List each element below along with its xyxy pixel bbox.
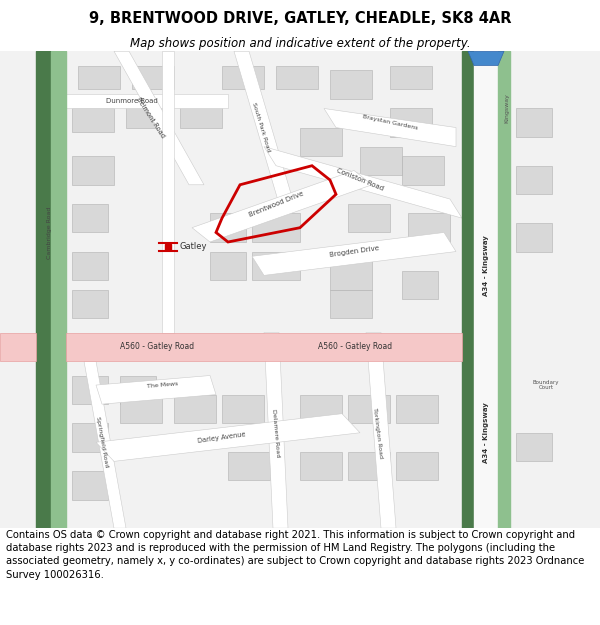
Polygon shape [210,213,246,242]
Polygon shape [72,376,108,404]
Polygon shape [348,452,390,481]
Polygon shape [402,156,444,185]
Polygon shape [252,251,300,280]
Text: Darley Avenue: Darley Avenue [197,431,247,444]
Polygon shape [72,423,108,452]
Polygon shape [300,127,342,156]
Text: Boundary
Court: Boundary Court [533,379,559,391]
Polygon shape [120,376,156,404]
Text: A34 - Kingsway: A34 - Kingsway [483,236,489,296]
Text: A560 - Gatley Road: A560 - Gatley Road [318,342,392,351]
Polygon shape [96,376,216,404]
Polygon shape [366,332,396,528]
Polygon shape [516,432,552,461]
Polygon shape [234,51,294,204]
Text: Kingsway: Kingsway [505,94,509,123]
Polygon shape [0,51,600,528]
Polygon shape [516,109,552,137]
Polygon shape [0,332,36,361]
Polygon shape [120,394,162,423]
Polygon shape [72,251,108,280]
Polygon shape [72,156,114,185]
Polygon shape [96,414,360,461]
Polygon shape [174,394,216,423]
Polygon shape [474,51,498,528]
Text: Brogden Drive: Brogden Drive [329,245,379,258]
Polygon shape [66,332,462,361]
Text: Contains OS data © Crown copyright and database right 2021. This information is : Contains OS data © Crown copyright and d… [6,530,584,579]
Polygon shape [498,51,510,528]
Text: Belmont Road: Belmont Road [134,97,166,139]
Polygon shape [72,204,108,232]
Polygon shape [300,394,342,423]
Polygon shape [72,290,108,318]
Polygon shape [462,51,474,528]
Text: Coniston Road: Coniston Road [335,168,385,192]
Text: A34 - Kingsway: A34 - Kingsway [483,402,489,463]
Polygon shape [264,332,288,528]
Text: Map shows position and indicative extent of the property.: Map shows position and indicative extent… [130,37,470,50]
Polygon shape [390,66,432,89]
Polygon shape [114,51,204,185]
Polygon shape [330,71,372,99]
Text: Braystan Gardens: Braystan Gardens [362,114,418,131]
Polygon shape [222,394,264,423]
Polygon shape [72,471,108,499]
Polygon shape [252,213,300,242]
Polygon shape [36,51,51,528]
Text: The Mews: The Mews [146,381,178,389]
Polygon shape [396,394,438,423]
Text: Springfield Road: Springfield Road [95,416,109,468]
Polygon shape [276,66,318,89]
Text: Cambridge Road: Cambridge Road [47,206,52,259]
Polygon shape [162,51,174,332]
Text: South Park Road: South Park Road [251,102,271,153]
Polygon shape [348,394,390,423]
Polygon shape [330,290,372,318]
Polygon shape [78,66,120,89]
Polygon shape [84,361,126,528]
Polygon shape [126,104,168,127]
Polygon shape [348,204,390,232]
Polygon shape [180,104,222,127]
Text: Brentwood Drive: Brentwood Drive [248,190,304,218]
Polygon shape [210,251,246,280]
Polygon shape [51,51,66,528]
Polygon shape [408,213,450,242]
Polygon shape [72,109,114,132]
Polygon shape [324,109,456,147]
Polygon shape [360,147,402,175]
Polygon shape [396,452,438,481]
Polygon shape [516,223,552,251]
Polygon shape [222,66,264,89]
Polygon shape [516,166,552,194]
Polygon shape [192,171,372,242]
Text: 9, BRENTWOOD DRIVE, GATLEY, CHEADLE, SK8 4AR: 9, BRENTWOOD DRIVE, GATLEY, CHEADLE, SK8… [89,11,511,26]
Polygon shape [402,271,438,299]
Text: Dunmore Road: Dunmore Road [106,98,158,104]
Text: Delamere Road: Delamere Road [271,408,281,457]
Text: Gatley: Gatley [180,242,208,251]
Text: Torkington Road: Torkington Road [373,407,383,458]
Polygon shape [468,51,504,66]
Polygon shape [252,232,456,276]
Polygon shape [300,452,342,481]
Polygon shape [66,94,228,109]
Text: A560 - Gatley Road: A560 - Gatley Road [120,342,194,351]
Polygon shape [330,261,372,290]
Polygon shape [228,452,270,481]
Polygon shape [264,147,462,218]
Polygon shape [390,109,432,137]
Polygon shape [132,66,174,89]
